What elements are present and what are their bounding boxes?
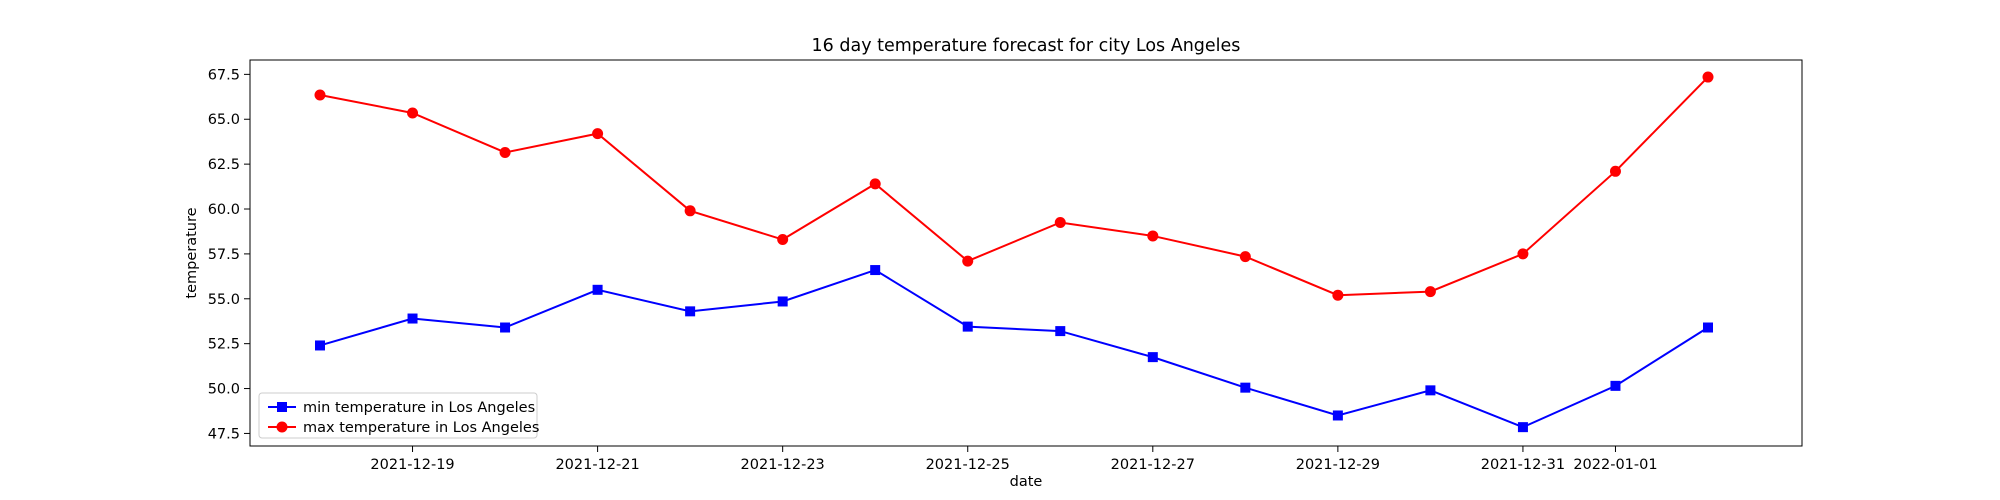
data-point-circle — [1702, 71, 1714, 83]
data-point-square — [1610, 380, 1621, 391]
y-tick-label: 50.0 — [208, 382, 240, 398]
data-point-square — [1517, 422, 1528, 433]
x-tick-label: 2021-12-21 — [555, 457, 639, 473]
data-point-square — [315, 340, 325, 351]
data-point-square — [777, 296, 788, 307]
data-point-square — [1240, 382, 1251, 393]
legend: min temperature in Los Angeles max temper… — [258, 392, 539, 439]
y-tick-label: 55.0 — [208, 292, 240, 308]
data-point-circle — [314, 89, 326, 101]
plot-frame — [249, 59, 1803, 447]
y-tick-label: 47.5 — [208, 426, 240, 442]
y-tick-label: 57.5 — [208, 247, 240, 263]
data-point-circle — [1517, 248, 1529, 260]
x-axis-ticks: 2021-12-19 2021-12-21 2021-12-23 2021-12-25… — [370, 446, 1658, 473]
data-point-circle — [1609, 165, 1621, 177]
data-point-circle — [407, 107, 419, 119]
y-axis-label: temperature — [184, 207, 200, 298]
legend-marker-square — [277, 402, 287, 412]
y-tick-label: 60.0 — [208, 202, 240, 218]
legend-label: min temperature in Los Angeles — [303, 400, 535, 416]
data-point-circle — [499, 146, 511, 158]
data-point-square — [1055, 326, 1066, 337]
data-point-circle — [592, 128, 604, 140]
data-point-circle — [1054, 216, 1066, 228]
y-tick-label: 67.5 — [208, 67, 240, 83]
x-tick-label: 2021-12-25 — [926, 457, 1010, 473]
x-tick-label: 2021-12-19 — [370, 457, 454, 473]
data-point-circle — [962, 255, 974, 267]
data-point-circle — [1424, 286, 1436, 298]
data-point-square — [1147, 352, 1158, 363]
x-tick-label: 2021-12-31 — [1481, 457, 1565, 473]
data-point-square — [1425, 385, 1436, 396]
x-tick-label: 2021-12-27 — [1111, 457, 1195, 473]
data-point-circle — [869, 178, 881, 190]
data-point-square — [870, 265, 881, 276]
x-tick-label: 2021-12-23 — [741, 457, 825, 473]
data-point-circle — [684, 205, 696, 217]
series-line-0 — [319, 268, 1709, 429]
legend-box — [258, 392, 538, 439]
series-line-1 — [319, 76, 1709, 297]
data-point-square — [962, 321, 973, 332]
series-layer — [314, 71, 1714, 433]
chart-title: 16 day temperature forecast for city Los… — [812, 36, 1241, 56]
data-point-square — [685, 306, 696, 317]
data-point-circle — [1332, 289, 1344, 301]
legend-label: max temperature in Los Angeles — [303, 420, 539, 436]
legend-marker-circle — [276, 421, 288, 433]
data-point-square — [592, 284, 603, 295]
data-point-circle — [777, 234, 789, 246]
data-point-square — [1332, 410, 1343, 421]
y-tick-label: 65.0 — [208, 112, 240, 128]
data-point-square — [407, 313, 418, 324]
y-tick-label: 62.5 — [208, 157, 240, 173]
data-point-square — [500, 322, 511, 333]
y-axis-ticks: 47.5 50.0 52.5 55.0 57.5 60.0 62.5 65.0 67.5 — [208, 67, 250, 442]
y-tick-label: 52.5 — [208, 337, 240, 353]
x-tick-label: 2021-12-29 — [1296, 457, 1380, 473]
data-point-circle — [1147, 230, 1159, 242]
x-tick-label: 2022-01-01 — [1573, 457, 1657, 473]
x-axis-label: date — [1010, 474, 1043, 490]
data-point-square — [1703, 322, 1713, 333]
data-point-circle — [1239, 251, 1251, 263]
